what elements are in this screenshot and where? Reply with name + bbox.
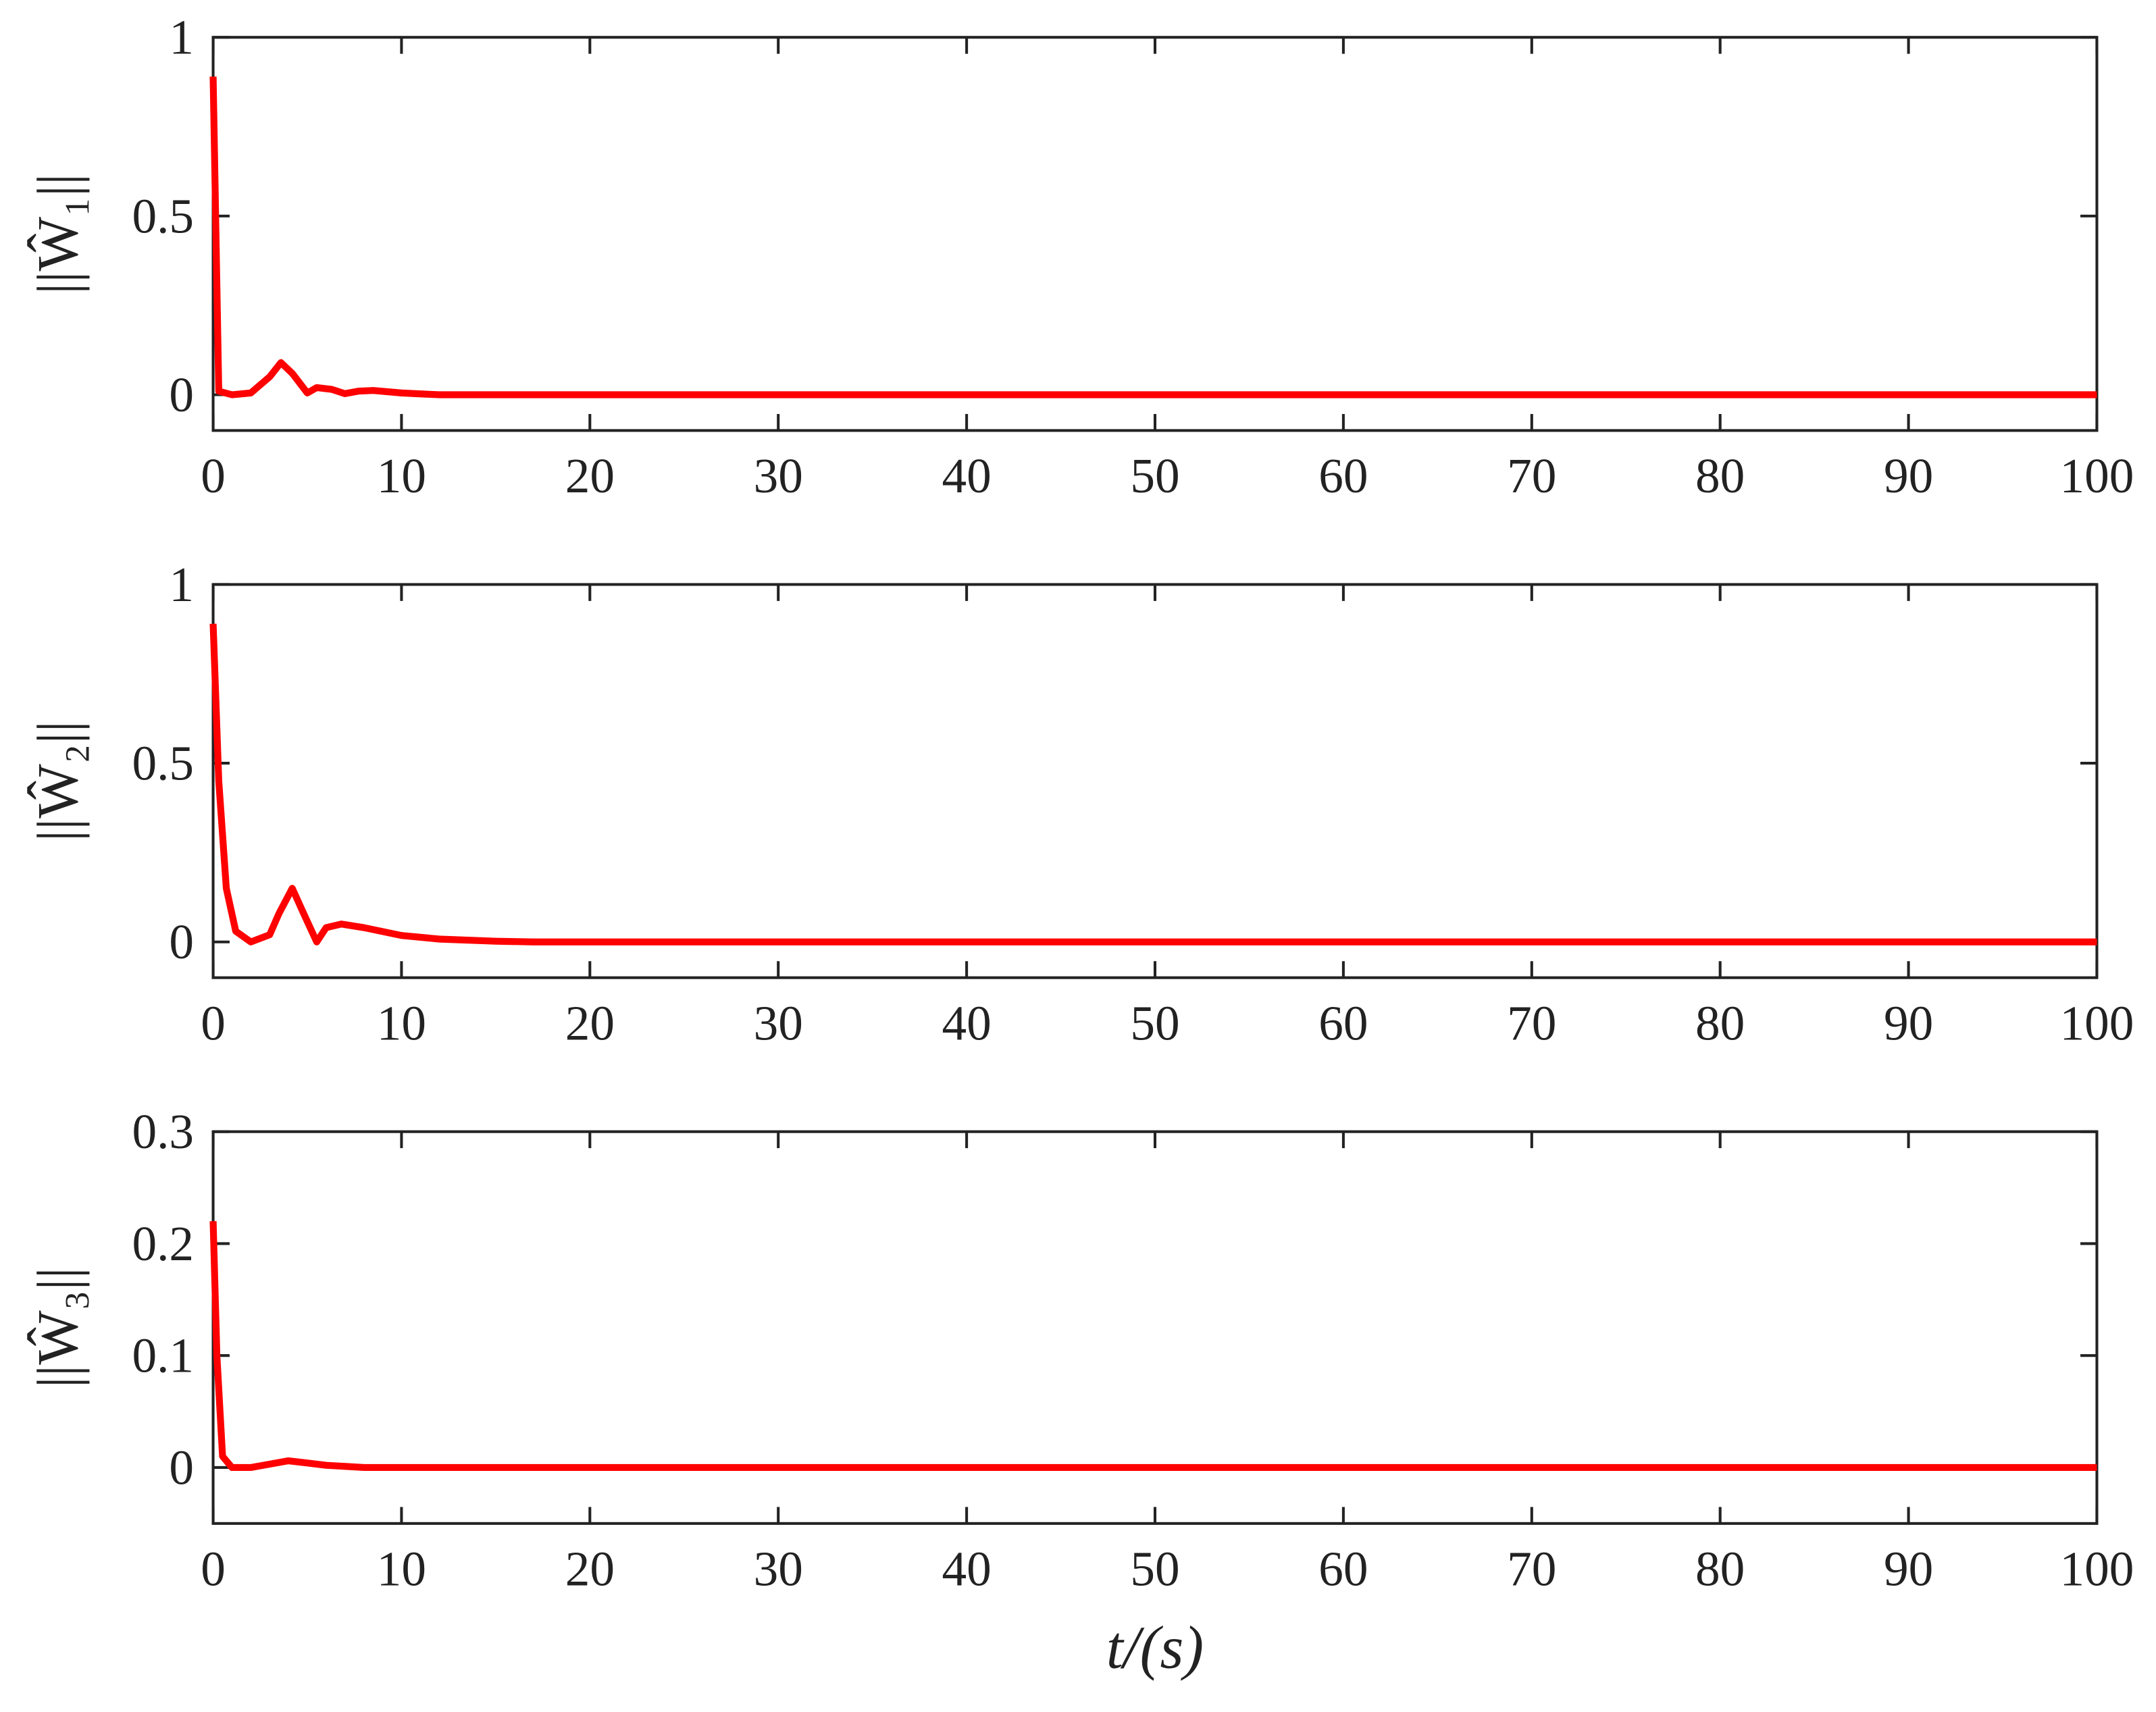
x-tick-label: 10 [377,448,426,503]
y-tick-label: 0.3 [132,1104,194,1159]
y-axis-label: ||Ŵ₂|| [26,721,90,841]
x-tick-label: 20 [565,1541,615,1596]
axes-box [211,583,2099,979]
y-tick-label: 0 [169,1440,194,1495]
axes-box [211,36,2099,432]
x-tick-label: 40 [942,995,991,1050]
x-tick-label: 20 [565,995,615,1050]
y-tick-label: 0 [169,367,194,422]
x-tick-label: 30 [754,995,803,1050]
series-line [209,1221,2097,1472]
x-tick-label: 30 [754,1541,803,1596]
x-tick-label: 60 [1318,1541,1368,1596]
x-tick-label: 80 [1695,995,1745,1050]
x-tick-label: 0 [201,995,226,1050]
x-tick-label: 10 [377,995,426,1050]
x-tick-label: 70 [1507,448,1556,503]
x-axis-label: t/(s) [1106,1615,1204,1682]
y-tick-label: 0.1 [132,1328,194,1383]
x-tick-label: 20 [565,448,615,503]
x-tick-label: 50 [1130,995,1179,1050]
y-axis-label: ||Ŵ₃|| [26,1267,90,1388]
x-tick-label: 10 [377,1541,426,1596]
series-line [209,623,2097,945]
x-tick-label: 90 [1884,448,1933,503]
x-tick-label: 40 [942,448,991,503]
y-tick-label: 1 [169,10,194,65]
y-tick-label: 1 [169,557,194,612]
x-tick-label: 100 [2060,1541,2134,1596]
x-tick-label: 90 [1884,995,1933,1050]
x-tick-label: 60 [1318,995,1368,1050]
x-tick-label: 50 [1130,1541,1179,1596]
x-tick-label: 70 [1507,995,1556,1050]
x-tick-label: 100 [2060,995,2134,1050]
x-tick-label: 30 [754,448,803,503]
x-tick-label: 50 [1130,448,1179,503]
x-tick-label: 0 [201,448,226,503]
x-tick-label: 80 [1695,448,1745,503]
y-tick-label: 0.5 [132,188,194,243]
x-tick-label: 80 [1695,1541,1745,1596]
y-tick-label: 0.2 [132,1216,194,1271]
x-tick-label: 0 [201,1541,226,1596]
series-line [209,76,2097,398]
x-tick-label: 70 [1507,1541,1556,1596]
y-tick-label: 0 [169,914,194,969]
x-tick-label: 40 [942,1541,991,1596]
y-tick-label: 0.5 [132,736,194,791]
x-tick-label: 60 [1318,448,1368,503]
x-tick-label: 100 [2060,448,2134,503]
x-tick-label: 90 [1884,1541,1933,1596]
y-axis-label: ||Ŵ₁|| [26,174,90,294]
